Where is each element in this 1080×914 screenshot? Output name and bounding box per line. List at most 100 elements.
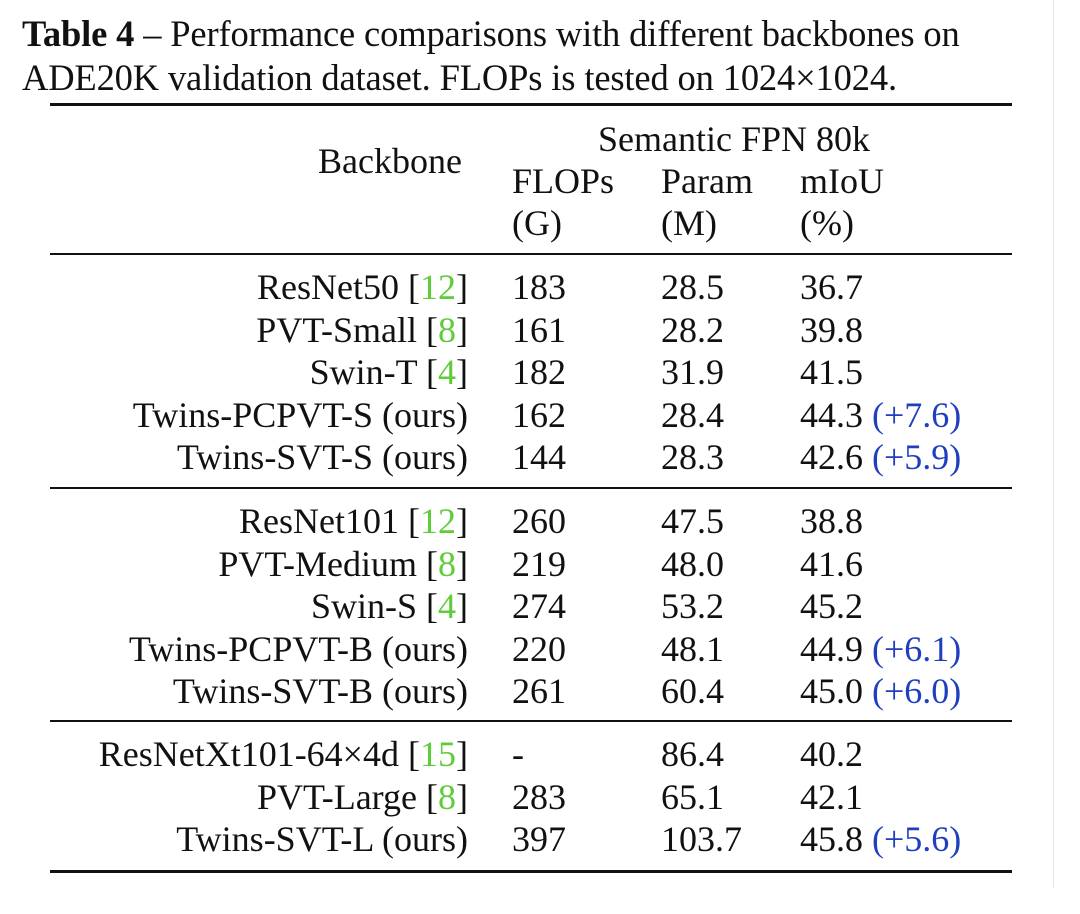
citation-link: 15 [420, 734, 456, 774]
param-cell: 28.4 [661, 395, 724, 435]
param-cell: 31.9 [661, 352, 724, 392]
miou-value: 45.8 [800, 819, 863, 859]
table-caption: Table 4 – Performance comparisons with d… [22, 12, 1052, 100]
miou-gain: (+6.0) [872, 671, 962, 711]
param-cell: 28.3 [661, 437, 724, 477]
backbone-name: Twins-SVT-B (ours) [172, 671, 468, 711]
miou-value: 36.7 [800, 267, 863, 307]
miou-cell: 45.8 (+5.6) [800, 818, 961, 860]
miou-value: 41.6 [800, 544, 863, 584]
param-cell: 28.5 [661, 267, 724, 307]
backbone-cell: Twins-SVT-L (ours) [176, 818, 468, 860]
param-cell: 60.4 [661, 671, 724, 711]
backbone-name: Twins-PCPVT-S (ours) [132, 395, 468, 435]
header-flops-unit: (G) [512, 203, 562, 243]
backbone-name: PVT-Small [256, 310, 417, 350]
backbone-cell: Twins-SVT-B (ours) [173, 670, 468, 712]
param-cell: 28.2 [661, 310, 724, 350]
header-rule [50, 253, 1012, 255]
flops-cell: 219 [512, 544, 566, 584]
backbone-cell: ResNetXt101-64×4d [15] [98, 734, 468, 774]
miou-value: 44.9 [800, 629, 863, 669]
citation-link: 8 [438, 310, 456, 350]
flops-cell: 183 [512, 267, 566, 307]
backbone-cell: Swin-T [4] [309, 352, 468, 392]
miou-value: 44.3 [800, 395, 863, 435]
param-cell: 86.4 [661, 734, 724, 774]
miou-gain: (+5.6) [872, 819, 962, 859]
backbone-cell: Twins-SVT-S (ours) [177, 436, 468, 478]
header-miou-unit: (%) [800, 203, 854, 243]
miou-cell: 45.0 (+6.0) [800, 670, 961, 712]
backbone-cell: ResNet101 [12] [239, 501, 468, 541]
backbone-name: ResNetXt101-64×4d [98, 734, 399, 774]
backbone-name: PVT-Large [257, 777, 417, 817]
param-cell: 65.1 [661, 777, 724, 817]
flops-cell: 161 [512, 310, 566, 350]
page-edge [1053, 0, 1080, 888]
backbone-name: ResNet101 [239, 501, 399, 541]
flops-cell: 144 [512, 437, 566, 477]
miou-value: 42.6 [800, 437, 863, 477]
miou-value: 42.1 [800, 777, 863, 817]
miou-gain: (+5.9) [872, 437, 962, 477]
bottom-rule [50, 870, 1012, 873]
miou-cell: 40.2 [800, 733, 863, 775]
miou-cell: 39.8 [800, 309, 863, 351]
flops-cell: 220 [512, 629, 566, 669]
backbone-cell: ResNet50 [12] [257, 267, 468, 307]
backbone-cell: PVT-Large [8] [257, 777, 468, 817]
flops-cell: - [512, 734, 524, 774]
citation-link: 12 [420, 267, 456, 307]
backbone-cell: Twins-PCPVT-B (ours) [129, 628, 468, 670]
flops-cell: 162 [512, 395, 566, 435]
citation-link: 12 [420, 501, 456, 541]
miou-value: 45.2 [800, 586, 863, 626]
backbone-name: Swin-T [309, 352, 417, 392]
miou-gain: (+7.6) [872, 395, 962, 435]
backbone-name: Twins-PCPVT-B (ours) [128, 629, 468, 669]
miou-cell: 44.9 (+6.1) [800, 628, 961, 670]
citation-link: 4 [438, 586, 456, 626]
backbone-name: Twins-SVT-S (ours) [176, 437, 468, 477]
miou-cell: 38.8 [800, 500, 863, 542]
table-label: Table 4 [22, 13, 135, 54]
backbone-cell: Swin-S [4] [310, 586, 468, 626]
miou-value: 40.2 [800, 734, 863, 774]
miou-value: 45.0 [800, 671, 863, 711]
header-flops: FLOPs [512, 161, 615, 201]
miou-cell: 41.5 [800, 351, 863, 393]
flops-cell: 274 [512, 586, 566, 626]
backbone-cell: Twins-PCPVT-S (ours) [133, 394, 468, 436]
miou-value: 41.5 [800, 352, 863, 392]
miou-gain: (+6.1) [872, 629, 962, 669]
param-cell: 53.2 [661, 586, 724, 626]
flops-cell: 397 [512, 819, 566, 859]
header-miou: mIoU [800, 161, 884, 201]
citation-link: 4 [438, 352, 456, 392]
header-group: Semantic FPN 80k [598, 119, 871, 159]
miou-cell: 42.1 [800, 776, 863, 818]
backbone-name: Swin-S [310, 586, 417, 626]
flops-cell: 260 [512, 501, 566, 541]
param-cell: 103.7 [661, 819, 742, 859]
backbone-name: PVT-Medium [218, 544, 417, 584]
miou-cell: 41.6 [800, 543, 863, 585]
backbone-cell: PVT-Small [8] [256, 310, 468, 350]
flops-cell: 182 [512, 352, 566, 392]
miou-cell: 36.7 [800, 266, 863, 308]
backbone-cell: PVT-Medium [8] [218, 544, 468, 584]
group-rule-2 [50, 720, 1012, 722]
header-param: Param [661, 161, 753, 201]
group-rule-1 [50, 487, 1012, 489]
miou-cell: 45.2 [800, 585, 863, 627]
header-backbone: Backbone [318, 141, 462, 181]
top-rule [50, 103, 1012, 106]
miou-cell: 42.6 (+5.9) [800, 436, 961, 478]
citation-link: 8 [438, 777, 456, 817]
caption-text: – Performance comparisons with different… [22, 13, 960, 98]
miou-value: 38.8 [800, 501, 863, 541]
param-cell: 48.1 [661, 629, 724, 669]
miou-value: 39.8 [800, 310, 863, 350]
param-cell: 48.0 [661, 544, 724, 584]
